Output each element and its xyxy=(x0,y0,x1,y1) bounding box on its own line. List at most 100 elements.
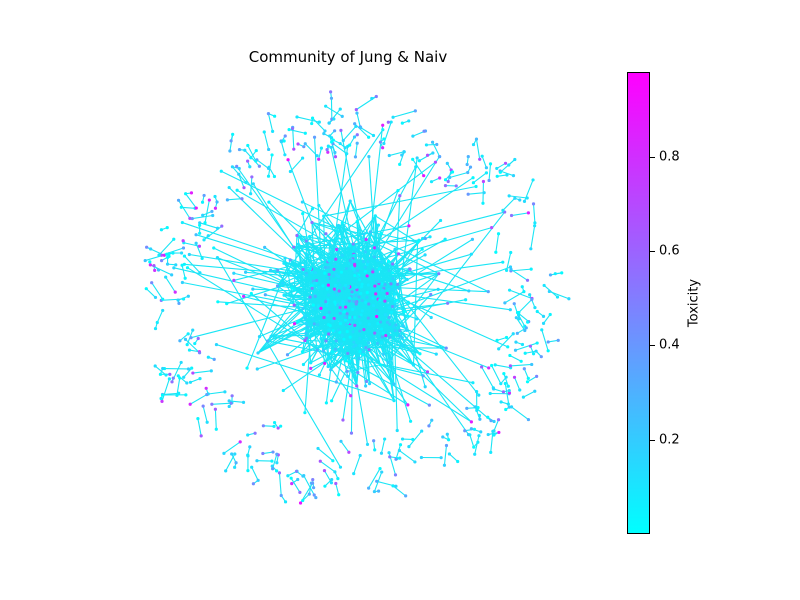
network-node xyxy=(484,166,489,170)
network-node xyxy=(197,244,202,248)
network-node xyxy=(339,439,343,443)
network-node xyxy=(174,263,178,267)
network-node xyxy=(447,452,451,456)
network-edge xyxy=(233,211,505,281)
chart-title: Community of Jung & Naiv xyxy=(248,48,448,66)
network-node xyxy=(348,258,352,263)
network-node xyxy=(443,178,448,182)
network-node xyxy=(310,116,315,120)
network-node xyxy=(456,459,460,464)
network-node xyxy=(359,126,363,130)
network-edge xyxy=(214,409,217,430)
network-node xyxy=(231,132,235,136)
network-edge xyxy=(165,276,176,293)
colorbar-tick xyxy=(650,439,655,441)
network-node xyxy=(353,323,357,328)
network-node xyxy=(376,321,380,326)
network-node xyxy=(349,261,353,265)
colorbar-tick xyxy=(650,156,655,158)
network-node xyxy=(381,146,385,150)
network-node xyxy=(514,316,518,320)
network-node xyxy=(164,275,168,279)
network-edge xyxy=(368,468,381,489)
network-node xyxy=(556,338,560,342)
network-node xyxy=(325,313,330,318)
network-node xyxy=(376,223,381,227)
network-node xyxy=(271,450,275,454)
network-node xyxy=(434,352,438,356)
network-node xyxy=(279,424,283,428)
network-node xyxy=(494,250,498,254)
network-node xyxy=(212,357,216,361)
network-edge xyxy=(211,402,232,405)
network-node xyxy=(303,142,307,146)
network-node xyxy=(172,237,176,241)
network-node xyxy=(326,265,330,269)
network-edge xyxy=(216,257,341,468)
network-edge xyxy=(247,145,257,162)
network-node xyxy=(214,342,219,347)
network-edge xyxy=(204,199,210,223)
network-node xyxy=(484,171,489,175)
network-node xyxy=(398,334,402,338)
network-edge xyxy=(350,254,355,434)
network-node xyxy=(255,367,259,371)
network-node xyxy=(324,104,328,108)
network-node xyxy=(525,380,530,384)
network-node xyxy=(377,267,381,271)
network-node xyxy=(351,330,355,334)
network-node xyxy=(471,181,476,185)
network-node xyxy=(198,376,202,381)
network-edge xyxy=(192,370,212,374)
network-node xyxy=(502,372,506,376)
network-node xyxy=(380,282,384,286)
network-node xyxy=(367,302,371,306)
network-node xyxy=(300,156,305,160)
network-edge xyxy=(365,344,403,349)
network-node xyxy=(373,331,377,335)
network-edge xyxy=(523,390,536,398)
network-node xyxy=(267,200,271,204)
network-node xyxy=(387,305,391,310)
network-node xyxy=(296,273,301,278)
network-node xyxy=(464,298,468,302)
network-node xyxy=(375,479,379,483)
network-node xyxy=(159,228,164,232)
network-node xyxy=(189,336,193,340)
network-node xyxy=(250,175,254,179)
network-node xyxy=(244,270,248,274)
network-node xyxy=(329,90,333,94)
network-edge xyxy=(290,477,301,493)
network-node xyxy=(478,417,482,421)
network-node xyxy=(215,255,220,260)
network-edge xyxy=(377,227,492,261)
network-node xyxy=(180,220,184,225)
network-node xyxy=(380,335,384,339)
network-node xyxy=(237,166,241,171)
network-node xyxy=(507,388,511,393)
network-node xyxy=(313,294,317,299)
network-node xyxy=(466,192,470,196)
network-node xyxy=(493,363,497,367)
network-node xyxy=(378,363,382,367)
network-node xyxy=(518,388,522,392)
network-node xyxy=(165,225,169,230)
network-node xyxy=(276,426,280,430)
network-node xyxy=(335,273,339,277)
network-node xyxy=(413,109,417,113)
network-node xyxy=(326,293,331,297)
network-node xyxy=(490,226,494,230)
network-edge xyxy=(349,360,430,406)
network-edge xyxy=(354,143,358,157)
network-node xyxy=(331,274,335,278)
network-node xyxy=(310,207,315,211)
network-node xyxy=(272,174,277,179)
network-node xyxy=(497,430,501,435)
network-node xyxy=(541,321,546,325)
network-node xyxy=(469,252,473,256)
network-node xyxy=(420,247,424,251)
network-node xyxy=(334,290,338,294)
network-node xyxy=(186,367,191,371)
network-node xyxy=(356,274,360,279)
network-node xyxy=(296,242,300,246)
